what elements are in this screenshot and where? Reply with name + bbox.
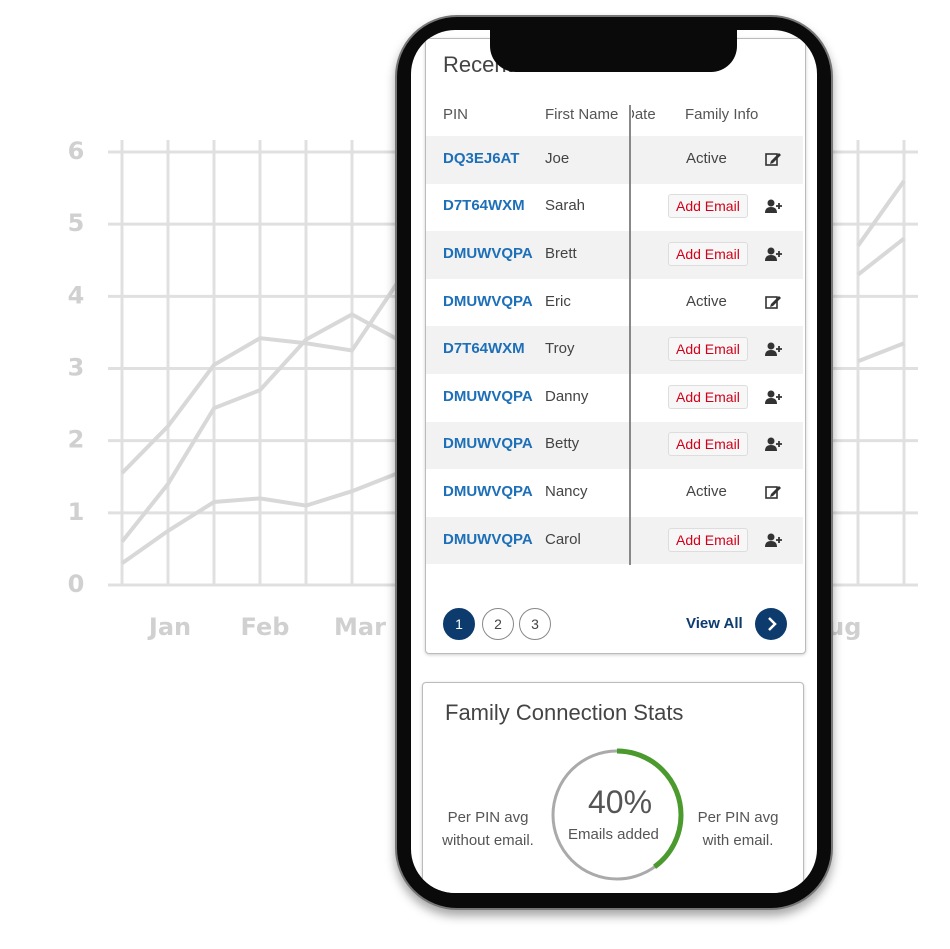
status: Active (686, 483, 727, 500)
view-all-link[interactable]: View All (686, 615, 743, 632)
add-email-button[interactable]: Add Email (668, 242, 748, 266)
status: Active (686, 149, 727, 167)
icon-part (767, 247, 775, 255)
icon-part (765, 486, 778, 499)
icon-part (776, 441, 782, 448)
column-header: Date (624, 106, 656, 123)
icon-part (765, 397, 777, 404)
stats-left-text: without email. (442, 832, 534, 849)
icon-part (776, 536, 782, 543)
add-user-icon[interactable] (765, 246, 783, 262)
progress-ring (550, 748, 684, 882)
row-background (426, 136, 803, 184)
edit-icon[interactable] (765, 294, 783, 310)
first-name: Carol (545, 530, 581, 548)
pin-link[interactable]: D7T64WXM (443, 197, 525, 215)
y-tick-label: 0 (68, 570, 85, 598)
y-tick-label: 4 (68, 281, 85, 309)
stats-card (422, 682, 804, 893)
icon-part (765, 152, 778, 166)
icon-part (776, 251, 782, 257)
icon-part (767, 390, 775, 398)
stats-value: 40% (587, 784, 653, 820)
edit-icon[interactable] (765, 484, 783, 500)
icon-part (767, 533, 775, 541)
y-tick-label: 2 (68, 426, 85, 454)
y-tick-label: 5 (68, 209, 85, 237)
column-header: First Name (545, 106, 619, 123)
icon-part (765, 207, 777, 214)
icon-part (767, 342, 775, 350)
ring-progress (550, 748, 684, 882)
pin-link[interactable]: D7T64WXM (443, 340, 525, 358)
first-name: Joe (545, 149, 570, 167)
phone-notch (490, 28, 737, 72)
x-tick-label: Feb (241, 613, 290, 641)
pin-link[interactable]: DMUWVQPA (443, 245, 533, 262)
icon-part (776, 203, 782, 210)
series-line (120, 179, 906, 543)
column-header: PIN (443, 106, 469, 123)
page-button[interactable]: 1 (443, 608, 475, 640)
stats-right-text: with email. (702, 832, 774, 849)
arrow-icon (768, 617, 777, 631)
icon-part (776, 393, 782, 400)
y-tick-label: 6 (68, 137, 85, 165)
add-user-icon[interactable] (765, 389, 783, 405)
icon-part (765, 540, 777, 547)
y-tick-label: 3 (68, 354, 85, 382)
first-name: Sarah (545, 197, 586, 215)
pin-link[interactable]: DMUWVQPA (443, 387, 533, 405)
view-all-arrow[interactable] (755, 608, 787, 640)
first-name: Nancy (545, 483, 588, 500)
column-header: Family Info (685, 106, 759, 123)
column-divider (629, 105, 631, 565)
add-email-button[interactable]: Add Email (668, 527, 748, 552)
add-user-icon[interactable] (765, 198, 783, 214)
add-email-button[interactable]: Add Email (668, 432, 748, 457)
stats-caption: Emails added (568, 826, 659, 843)
pin-link[interactable]: DMUWVQPA (443, 530, 533, 548)
add-email-button[interactable]: Add Email (668, 194, 748, 219)
edit-icon[interactable] (765, 151, 783, 167)
add-email-button[interactable]: Add Email (668, 384, 748, 409)
add-user-icon[interactable] (765, 532, 783, 548)
x-tick-label: Jan (147, 613, 191, 641)
series-line (120, 237, 906, 475)
icon-part (770, 295, 781, 307)
stats-left-text: Per PIN avg (447, 809, 529, 826)
add-user-icon[interactable] (765, 436, 783, 452)
page-button[interactable]: 2 (482, 608, 514, 640)
y-tick-label: 1 (68, 498, 85, 526)
pin-link[interactable]: DMUWVQPA (443, 292, 533, 310)
card-title: Family Connection Stats (445, 700, 684, 725)
pin-link[interactable]: DMUWVQPA (443, 483, 533, 500)
icon-part (776, 346, 782, 353)
series-line (120, 341, 905, 565)
stats-right-text: Per PIN avg (697, 809, 779, 826)
first-name: Danny (545, 387, 589, 405)
x-tick-label: Mar (334, 613, 386, 641)
pin-link[interactable]: DQ3EJ6AT (443, 149, 520, 167)
icon-part (765, 295, 778, 309)
icon-part (765, 350, 777, 357)
icon-part (767, 437, 775, 445)
add-user-icon[interactable] (765, 341, 783, 357)
icon-part (767, 199, 775, 207)
icon-part (765, 255, 777, 261)
first-name: Eric (545, 292, 571, 310)
icon-part (770, 152, 781, 164)
icon-part (770, 486, 781, 497)
add-email-button[interactable]: Add Email (668, 337, 748, 362)
pin-link[interactable]: DMUWVQPA (443, 435, 533, 453)
first-name: Brett (545, 245, 577, 262)
first-name: Troy (545, 340, 575, 358)
page-button[interactable]: 3 (519, 608, 551, 640)
status: Active (686, 292, 727, 310)
icon-part (765, 445, 777, 452)
first-name: Betty (545, 435, 580, 453)
